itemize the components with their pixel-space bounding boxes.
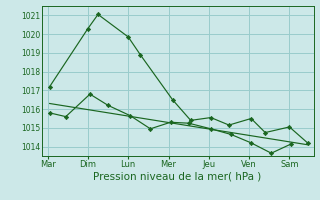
X-axis label: Pression niveau de la mer( hPa ): Pression niveau de la mer( hPa )	[93, 172, 262, 182]
